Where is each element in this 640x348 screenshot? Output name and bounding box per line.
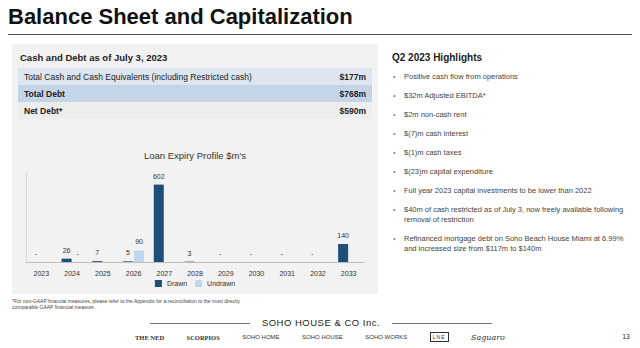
svg-text:2028: 2028 bbox=[187, 270, 203, 277]
svg-text:2026: 2026 bbox=[126, 270, 142, 277]
html-text:13: 13 bbox=[622, 333, 630, 340]
html-text:Full year 2023 capital investm: Full year 2023 capital investments to be… bbox=[404, 186, 592, 195]
html-text:$590m: $590m bbox=[339, 105, 366, 116]
html-text:Refinanced mortgage debt on So: Refinanced mortgage debt on Soho Beach H… bbox=[404, 234, 624, 253]
html-text:Net Debt*: Net Debt* bbox=[24, 105, 63, 116]
svg-text:-: - bbox=[76, 250, 79, 257]
html-text:$40m of cash restricted as of: $40m of cash restricted as of July 3, no… bbox=[404, 205, 624, 224]
svg-text:-: - bbox=[311, 250, 314, 257]
html-text:SCORPIOS: SCORPIOS bbox=[186, 333, 220, 341]
html-text:SOHO HOUSE & CO Inc.: SOHO HOUSE & CO Inc. bbox=[261, 317, 381, 328]
svg-text:Drawn: Drawn bbox=[167, 280, 187, 287]
html-text:Loan Expiry Profile $m's: Loan Expiry Profile $m's bbox=[143, 150, 247, 161]
svg-text:2023: 2023 bbox=[34, 270, 50, 277]
svg-text:90: 90 bbox=[135, 238, 143, 245]
html-text:Positive cash flow from operat: Positive cash flow from operations bbox=[404, 72, 518, 81]
html-text:Total Cash and Cash Equivalent: Total Cash and Cash Equivalents (includi… bbox=[24, 71, 252, 82]
svg-text:2024: 2024 bbox=[64, 270, 80, 277]
svg-text:602: 602 bbox=[153, 173, 165, 180]
html-text:Saguaro: Saguaro bbox=[471, 332, 505, 342]
svg-text:3: 3 bbox=[188, 250, 192, 257]
svg-text:-: - bbox=[219, 250, 222, 257]
html-text:Cash and Debt as of July 3, 20: Cash and Debt as of July 3, 2023 bbox=[20, 52, 168, 63]
svg-text:2032: 2032 bbox=[310, 270, 326, 277]
html-text:$(7)m cash interest: $(7)m cash interest bbox=[404, 129, 469, 138]
html-text:$2m non-cash rent: $2m non-cash rent bbox=[404, 110, 467, 119]
html-text:$177m: $177m bbox=[339, 71, 366, 82]
svg-text:7: 7 bbox=[95, 249, 99, 256]
html-text:Total Debt: Total Debt bbox=[24, 88, 65, 99]
html-text:Q2 2023 Highlights: Q2 2023 Highlights bbox=[392, 52, 482, 63]
svg-text:2025: 2025 bbox=[95, 270, 111, 277]
html-text:SOHO HOUSE: SOHO HOUSE bbox=[302, 334, 343, 340]
html-text:$32m Adjusted EBITDA*: $32m Adjusted EBITDA* bbox=[404, 91, 486, 100]
html-text:THE NED: THE NED bbox=[135, 333, 165, 341]
svg-text:140: 140 bbox=[337, 232, 349, 239]
html-text:$(1)m cash taxes: $(1)m cash taxes bbox=[404, 148, 462, 157]
svg-text:Undrawn: Undrawn bbox=[207, 280, 235, 287]
html-text:$768m: $768m bbox=[339, 88, 366, 99]
svg-text:26: 26 bbox=[63, 247, 71, 254]
html-text:$(23)m capital expenditure: $(23)m capital expenditure bbox=[404, 167, 493, 176]
svg-text:2033: 2033 bbox=[341, 270, 357, 277]
html-text:SOHO WORKS: SOHO WORKS bbox=[365, 334, 408, 340]
svg-text:-: - bbox=[35, 250, 38, 257]
svg-text:2030: 2030 bbox=[249, 270, 265, 277]
html-text:LNE: LNE bbox=[432, 334, 446, 340]
html-text:Balance Sheet and Capitalizati: Balance Sheet and Capitalization bbox=[8, 4, 353, 29]
svg-text:-: - bbox=[250, 250, 253, 257]
svg-text:5: 5 bbox=[126, 249, 130, 256]
html-text:*For non-GAAP financial measur: *For non-GAAP financial measures, please… bbox=[12, 298, 241, 310]
svg-text:-: - bbox=[281, 250, 284, 257]
svg-text:2027: 2027 bbox=[156, 270, 172, 277]
svg-text:2031: 2031 bbox=[279, 270, 295, 277]
svg-text:2029: 2029 bbox=[218, 270, 234, 277]
html-text:SOHO HOME: SOHO HOME bbox=[242, 334, 280, 340]
